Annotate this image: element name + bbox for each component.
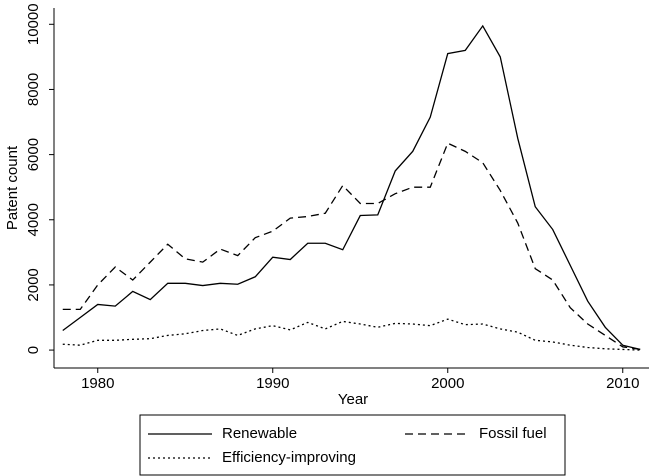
x-tick-label: 2010 xyxy=(606,375,639,392)
line-series xyxy=(62,142,641,351)
x-tick-label: 2000 xyxy=(431,375,464,392)
legend-label: Renewable xyxy=(222,425,297,442)
legend-label: Fossil fuel xyxy=(479,425,547,442)
y-tick-label: 8000 xyxy=(25,73,42,106)
y-tick-label: 10000 xyxy=(25,3,42,45)
y-tick-label: 0 xyxy=(25,346,42,354)
y-axis-title: Patent count xyxy=(4,145,21,230)
y-tick-label: 6000 xyxy=(25,138,42,171)
legend-box xyxy=(139,414,566,476)
line-series xyxy=(62,318,641,351)
x-tick-label: 1980 xyxy=(81,375,114,392)
y-tick-label: 4000 xyxy=(25,203,42,236)
x-axis-title: Year xyxy=(338,391,368,408)
line-series xyxy=(62,24,641,351)
y-tick-label: 2000 xyxy=(25,268,42,301)
x-tick-label: 1990 xyxy=(256,375,289,392)
legend-label: Efficiency-improving xyxy=(222,449,356,466)
